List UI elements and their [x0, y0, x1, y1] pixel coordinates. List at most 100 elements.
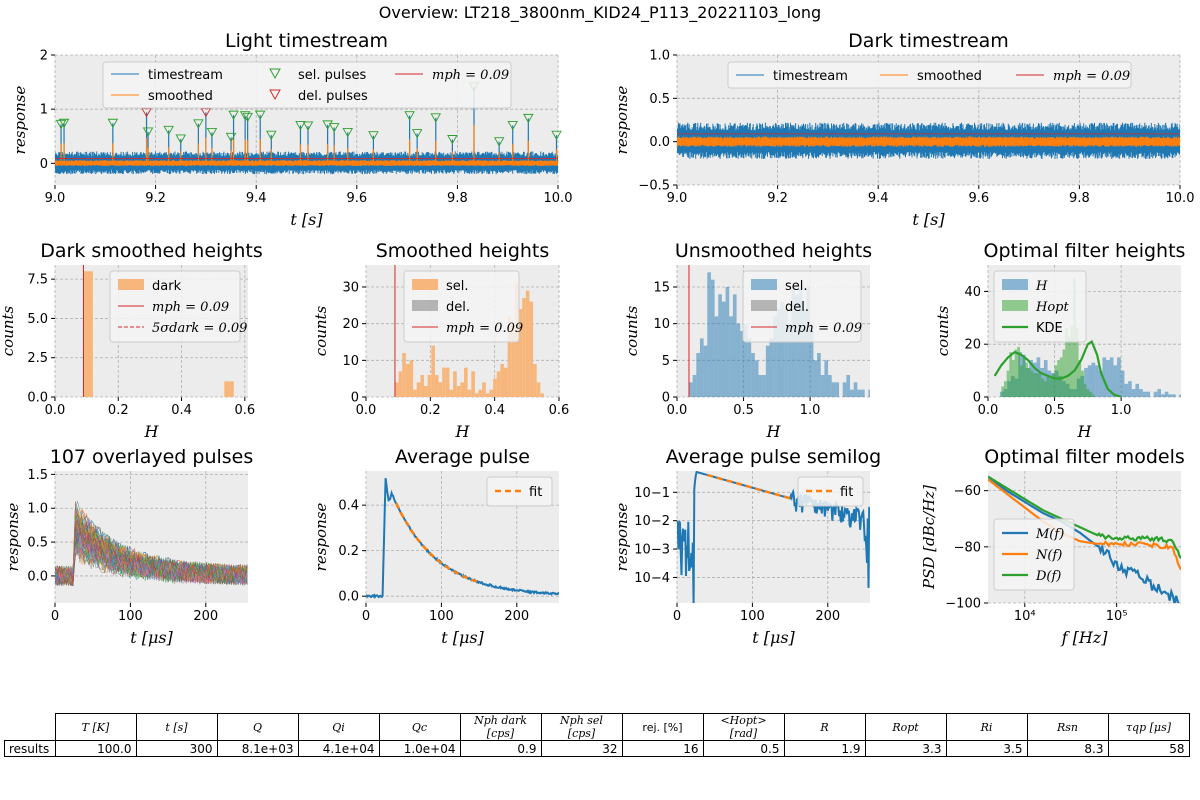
x-tick-label: 9.4 [868, 191, 889, 206]
chart-unh: 0.0 0.5 1.0 0 5 10 15 Unsmoothed heights Hcounts… [623, 240, 872, 441]
histogram-bar [453, 371, 457, 397]
legend-patch [1002, 279, 1028, 290]
legend-label: mph = 0.09 [432, 68, 509, 83]
header-R: R [783, 713, 866, 741]
histogram-bar [442, 367, 446, 397]
histogram-bar [460, 382, 465, 397]
y-tick-label: 7.5 [27, 273, 48, 288]
overlay-pulse [55, 541, 248, 586]
value-Q: 8.1e+03 [216, 740, 299, 757]
x-tick-label: 0.6 [234, 403, 255, 418]
histogram-bar [1117, 357, 1121, 397]
x-tick-label: 1.0 [800, 403, 821, 418]
legend-label: fit [529, 485, 542, 500]
histogram-bar [1062, 349, 1066, 397]
histogram-bar [776, 309, 781, 397]
histogram-bar [820, 375, 825, 397]
legend-patch [412, 300, 438, 311]
chart-title: Optimal filter models [984, 446, 1185, 468]
selected-pulse-marker [493, 137, 505, 147]
legend-patch [751, 279, 777, 290]
histogram-bar [518, 309, 523, 397]
x-tick-label: 0.0 [978, 403, 999, 418]
legend-patch [118, 279, 144, 290]
histogram-bar [434, 375, 439, 397]
chart-title: Dark smoothed heights [40, 240, 263, 262]
x-tick-label: 9.2 [767, 191, 788, 206]
histogram-bar [751, 353, 755, 397]
y-tick-label: −60 [954, 484, 981, 499]
histogram-bar [1089, 391, 1092, 397]
value-Hopt: 0.5 [702, 740, 785, 757]
histogram-bar [503, 367, 508, 397]
histogram-bar [718, 294, 722, 397]
plot-body [82, 265, 234, 397]
legend-label: KDE [1036, 321, 1063, 336]
selected-pulse-marker [228, 110, 239, 121]
histogram-bar [485, 393, 490, 397]
histogram-bar [1098, 370, 1103, 397]
legend-label: del. [446, 300, 470, 315]
legend-label: mph = 0.09 [152, 300, 229, 315]
x-tick-label: 0 [362, 609, 370, 624]
x-tick-label: 0.5 [733, 403, 754, 418]
kde-curve [993, 339, 1122, 397]
value-rej: 16 [621, 740, 704, 757]
x-tick-label: 10⁴ [1014, 609, 1036, 624]
histogram-bar [1086, 389, 1090, 397]
histogram-bar [416, 382, 421, 397]
histogram-bar [795, 294, 799, 397]
histogram-bar [1003, 381, 1007, 397]
histogram-bar [507, 316, 512, 397]
value-Qi: 4.1e+04 [297, 740, 380, 757]
histogram-bar [1017, 346, 1020, 397]
header-Nph-sel: Nph sel [cps] [540, 713, 623, 741]
chart-title: Smoothed heights [376, 240, 550, 262]
histogram-bar [1084, 367, 1088, 397]
x-tick-label: 9.6 [968, 191, 989, 206]
y-tick-label: 1.0 [649, 49, 670, 64]
histogram-bar [1025, 362, 1028, 397]
y-axis-label: response [613, 86, 631, 155]
y-tick-label: 0.0 [338, 590, 359, 605]
legend-box [727, 61, 1132, 89]
x-tick-label: 0.2 [108, 403, 129, 418]
header-Nph-dark: Nph dark [cps] [459, 713, 542, 741]
histogram-bar [449, 389, 454, 397]
selected-pulse-marker [163, 125, 174, 136]
histogram-bar [1049, 378, 1052, 397]
y-tick-label: 1.0 [27, 502, 48, 517]
psd-curve [988, 478, 1181, 571]
y-tick-label: 0.5 [27, 536, 48, 551]
histogram-bar [420, 375, 425, 397]
x-axis-label: H [144, 422, 160, 441]
y-tick-label: 15 [653, 281, 670, 296]
y-tick-label: 0.0 [649, 135, 670, 150]
histogram-bar [478, 389, 483, 397]
header-Rsn: Rsn [1026, 713, 1109, 741]
y-tick-label: −100 [945, 597, 981, 612]
x-axis-label: t [s] [290, 210, 323, 229]
value-t: 300 [135, 740, 218, 757]
histogram-bar [1081, 370, 1084, 397]
histogram-bar [1046, 375, 1050, 397]
y-tick-label: 2.5 [27, 351, 48, 366]
selected-pulse-marker [206, 128, 218, 138]
chart-psd: 10⁴ 10⁵ −100 −80 −60 Optimal filter models f [… [920, 446, 1185, 647]
header-Ri: Ri [945, 713, 1028, 741]
x-tick-label: 0.0 [356, 403, 377, 418]
histogram-bar [493, 378, 497, 397]
x-tick-label: 0.4 [171, 403, 192, 418]
legend-label: dark [152, 279, 182, 294]
histogram-bar [802, 309, 807, 397]
overlay-pulse [55, 512, 248, 584]
histogram-bar [402, 353, 406, 397]
histogram-bar [692, 375, 697, 397]
x-tick-label: 100 [118, 609, 143, 624]
value-tau-qp: 58 [1107, 740, 1190, 757]
histogram-bar [817, 353, 821, 397]
plot-body [394, 265, 544, 397]
selected-pulse-marker [507, 120, 518, 131]
chart-smh: 0.0 0.2 0.4 0.6 0 10 20 30 Smoothed heights Hcoun… [312, 240, 569, 441]
selected-pulse-marker [225, 132, 237, 143]
